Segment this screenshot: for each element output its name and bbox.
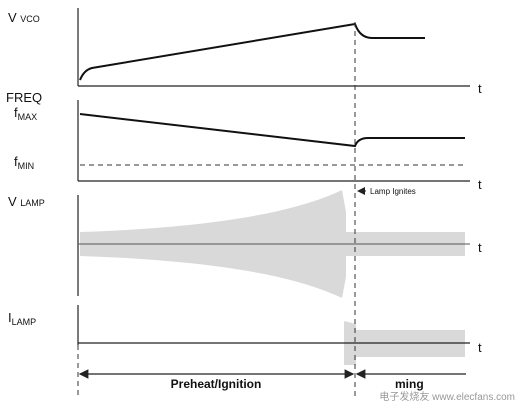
annotation: Lamp Ignites	[370, 187, 416, 196]
axis-label: t	[478, 81, 482, 96]
watermark: 电子发烧友 www.elecfans.com	[379, 390, 515, 403]
level-label: fMAX	[14, 105, 37, 122]
vco-panel: V VCO t	[8, 8, 482, 96]
freq-panel: FREQ fMAX fMIN t	[6, 90, 482, 192]
panel-label: V VCO	[8, 10, 40, 25]
level-label: fMIN	[14, 154, 34, 171]
panel-label: ILAMP	[8, 310, 36, 327]
phase-label: Preheat/Ignition	[171, 377, 262, 391]
panel-label: V LAMP	[8, 194, 45, 209]
freq-signal	[79, 113, 465, 148]
vlamp-panel: V LAMP t	[8, 190, 482, 298]
axis-label: t	[478, 340, 482, 355]
ilamp-panel: ILAMP t	[8, 305, 482, 365]
axis-label: t	[478, 177, 482, 192]
phase-label: ming	[395, 377, 424, 391]
vco-signal	[79, 22, 425, 81]
axis-label: t	[478, 240, 482, 255]
panel-label: FREQ	[6, 90, 42, 105]
